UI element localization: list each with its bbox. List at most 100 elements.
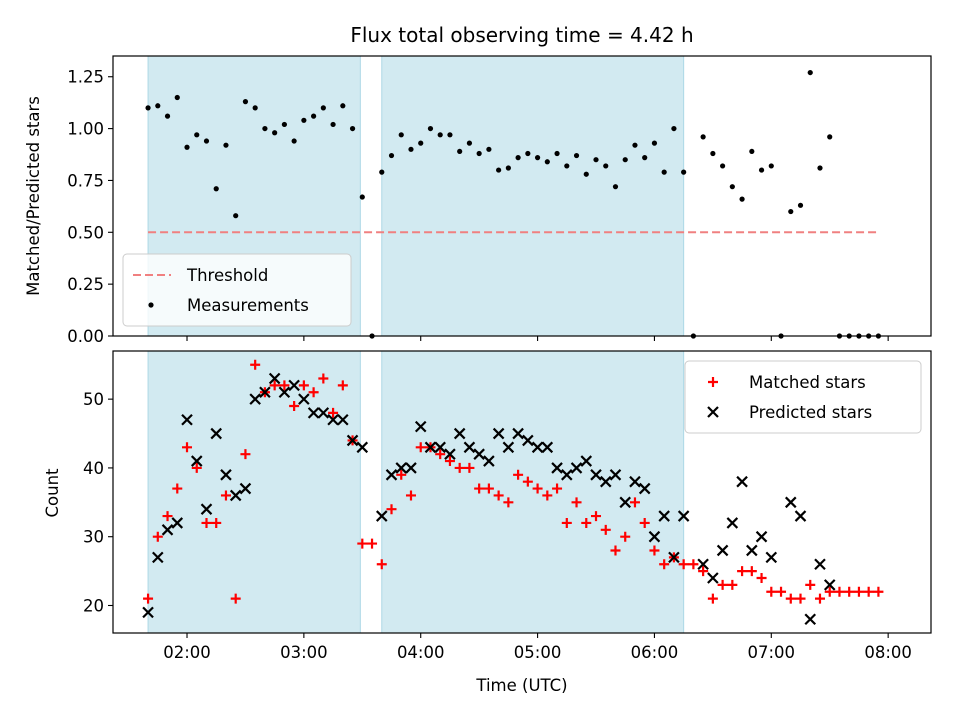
top-measurements-point bbox=[437, 132, 443, 138]
bottom-predicted-stars-point bbox=[658, 510, 670, 522]
top-measurements-point bbox=[632, 142, 638, 148]
top-measurements-point bbox=[807, 69, 813, 76]
bottom-predicted-stars-point bbox=[638, 482, 651, 495]
top-y-tick-label: 0.25 bbox=[67, 275, 104, 294]
bottom-predicted-stars-point bbox=[444, 448, 456, 460]
top-legend-box bbox=[122, 253, 352, 327]
bottom-matched-stars-point bbox=[688, 559, 699, 570]
bottom-matched-stars-point bbox=[298, 380, 309, 391]
bottom-predicted-stars-point bbox=[414, 420, 427, 433]
top-y-tick-label: 0.00 bbox=[67, 327, 104, 346]
bottom-matched-stars-point bbox=[357, 538, 368, 549]
top-measurements-point bbox=[768, 163, 774, 169]
bottom-predicted-stars-point bbox=[268, 372, 281, 385]
top-measurements-point bbox=[457, 148, 463, 155]
bottom-matched-stars-point bbox=[678, 559, 689, 570]
bottom-matched-stars-point bbox=[561, 517, 572, 528]
bottom-matched-stars-point bbox=[571, 497, 582, 508]
x-axis-label: Time (UTC) bbox=[475, 676, 567, 695]
bottom-predicted-stars-point bbox=[677, 510, 690, 522]
top-measurements-point bbox=[174, 94, 180, 101]
top-measurements-point bbox=[525, 150, 531, 157]
bottom-matched-stars-point bbox=[873, 586, 884, 597]
bottom-predicted-stars-point bbox=[453, 427, 466, 440]
top-measurements-point bbox=[427, 125, 434, 132]
top-measurements-point bbox=[340, 103, 346, 109]
bottom-predicted-stars-point bbox=[755, 530, 768, 543]
top-measurements-point bbox=[603, 163, 609, 169]
top-measurements-point bbox=[797, 202, 804, 208]
top-measurements-point bbox=[408, 146, 414, 152]
bottom-matched-stars-point bbox=[269, 380, 280, 391]
bottom-predicted-stars-point bbox=[561, 469, 573, 481]
top-measurements-point bbox=[710, 150, 716, 157]
top-measurements-point bbox=[447, 132, 453, 138]
bottom-predicted-stars-point bbox=[395, 462, 408, 474]
top-measurements-point bbox=[671, 125, 677, 132]
top-measurements-point bbox=[242, 99, 249, 105]
bottom-matched-stars-point bbox=[152, 531, 163, 542]
top-measurements-point bbox=[301, 117, 307, 123]
bottom-predicted-stars-point bbox=[337, 414, 349, 426]
bottom-matched-stars-point bbox=[376, 559, 387, 570]
bottom-matched-stars-point bbox=[493, 490, 504, 501]
top-measurements-point bbox=[476, 150, 482, 157]
bottom-matched-stars-point bbox=[240, 449, 251, 460]
bottom-x-tick-label: 08:00 bbox=[864, 643, 912, 662]
bottom-matched-stars-point bbox=[396, 469, 407, 480]
bottom-predicted-stars-point bbox=[385, 469, 398, 481]
top-y-axis-label: Matched/Predicted stars bbox=[24, 96, 43, 296]
bottom-x-tick-label: 03:00 bbox=[280, 643, 328, 662]
bottom-matched-stars-point bbox=[162, 511, 173, 522]
top-measurements-point bbox=[223, 142, 229, 148]
top-measurements-point bbox=[145, 105, 151, 111]
top-measurements-point bbox=[252, 105, 258, 111]
top-axes-frame bbox=[112, 55, 932, 337]
bottom-predicted-stars-point bbox=[181, 414, 193, 426]
bottom-predicted-stars-point bbox=[463, 441, 476, 454]
top-measurements-point bbox=[155, 103, 161, 109]
bottom-matched-stars-point bbox=[844, 586, 855, 597]
bottom-legend-predicted-stars-label: Predicted stars bbox=[749, 403, 872, 422]
bottom-matched-stars-point bbox=[591, 511, 602, 522]
bottom-predicted-stars-point bbox=[190, 455, 203, 467]
bottom-matched-stars-point bbox=[785, 593, 796, 604]
top-measurements-point bbox=[496, 167, 502, 173]
bottom-x-tick-label: 06:00 bbox=[631, 643, 679, 662]
top-measurements-point bbox=[573, 152, 580, 159]
bottom-predicted-stars-point bbox=[512, 427, 524, 440]
bottom-predicted-stars-point bbox=[327, 414, 339, 426]
top-measurements-point bbox=[272, 130, 278, 136]
bottom-predicted-stars-point bbox=[570, 462, 583, 474]
bottom-predicted-stars-point bbox=[405, 462, 417, 474]
bottom-matched-stars-point bbox=[853, 586, 864, 597]
bottom-matched-stars-point bbox=[805, 579, 816, 590]
top-measurements-point bbox=[642, 155, 648, 161]
bottom-predicted-stars-point bbox=[375, 510, 388, 522]
bottom-predicted-stars-point bbox=[765, 551, 778, 564]
bottom-matched-stars-point bbox=[727, 579, 738, 590]
bottom-matched-stars-point bbox=[289, 401, 300, 412]
bottom-axes-frame bbox=[112, 350, 932, 634]
bottom-matched-stars-point bbox=[639, 517, 650, 528]
bottom-predicted-stars-point bbox=[249, 393, 261, 405]
bottom-matched-stars-point bbox=[707, 593, 718, 604]
bottom-matched-stars-point bbox=[629, 497, 640, 508]
top-measurements-point bbox=[554, 150, 560, 157]
bottom-predicted-stars-point bbox=[736, 475, 748, 488]
top-measurements-point bbox=[233, 213, 239, 219]
bottom-panel-counts: 20 30 40 50 02:00 03:00 04:00 05:00 06:00 07:00 08… bbox=[83, 350, 932, 662]
bottom-matched-stars-point bbox=[746, 566, 757, 577]
bottom-predicted-stars-point bbox=[648, 530, 661, 543]
bottom-predicted-stars-point bbox=[580, 455, 593, 467]
bottom-matched-stars-point bbox=[337, 380, 348, 391]
bottom-predicted-stars-point bbox=[200, 503, 213, 515]
top-measurements-point bbox=[583, 171, 589, 177]
top-y-tick-label: 0.50 bbox=[67, 223, 104, 242]
bottom-y-tick-label: 50 bbox=[83, 390, 104, 409]
bottom-matched-stars-point bbox=[444, 456, 455, 467]
bottom-matched-stars-point bbox=[503, 497, 514, 508]
bottom-matched-stars-point bbox=[182, 442, 193, 453]
top-measurements-point bbox=[515, 155, 521, 161]
bottom-predicted-stars-point bbox=[278, 386, 291, 399]
